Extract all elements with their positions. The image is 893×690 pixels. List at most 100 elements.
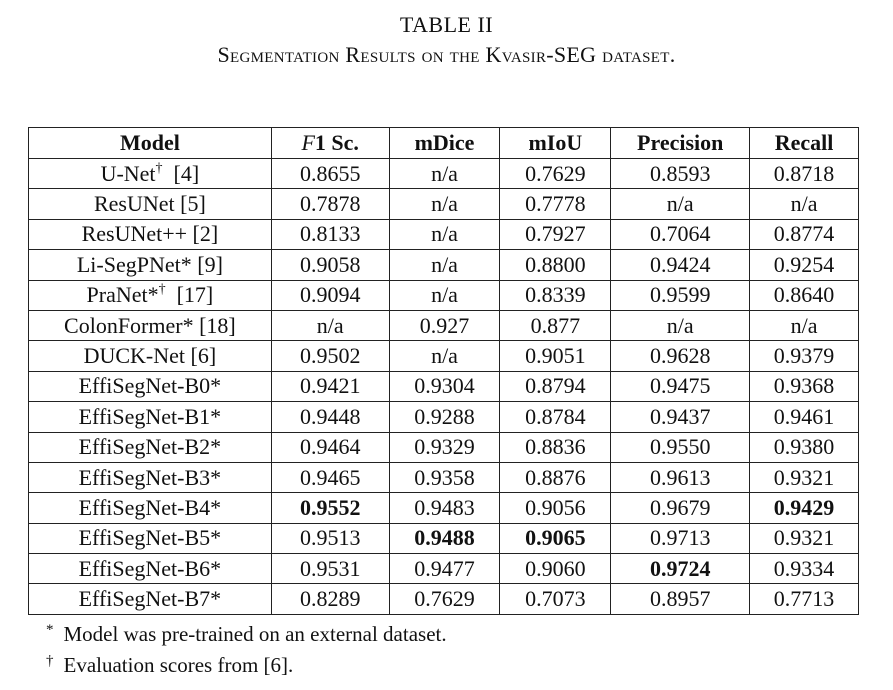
recall-cell: 0.9380 bbox=[749, 431, 859, 463]
miou-cell: 0.7073 bbox=[499, 583, 612, 615]
precision-cell: 0.9613 bbox=[610, 461, 751, 494]
f1-cell: 0.9531 bbox=[270, 553, 390, 585]
model-cell: EffiSegNet-B3* bbox=[28, 461, 272, 494]
precision-cell: 0.9724 bbox=[610, 553, 751, 585]
header-row: Model F1 Sc. mDice mIoU Precision Recall bbox=[28, 127, 859, 159]
precision-cell: 0.9713 bbox=[610, 522, 751, 555]
precision-cell: 0.7064 bbox=[610, 218, 751, 251]
model-reference: [6] bbox=[190, 343, 217, 369]
model-cell: ResUNet [5] bbox=[28, 188, 272, 220]
header-recall: Recall bbox=[749, 127, 859, 159]
mdice-cell: 0.9477 bbox=[388, 553, 501, 585]
miou-cell: 0.7778 bbox=[499, 188, 612, 220]
model-cell: Li-SegPNet* [9] bbox=[28, 249, 272, 281]
recall-cell: 0.9379 bbox=[749, 340, 859, 372]
model-name: ResUNet bbox=[93, 191, 175, 217]
precision-cell: 0.9424 bbox=[610, 249, 751, 281]
mdice-cell: n/a bbox=[388, 279, 501, 311]
miou-cell: 0.8784 bbox=[499, 401, 612, 433]
f1-cell: 0.9094 bbox=[270, 279, 390, 311]
model-reference: [9] bbox=[197, 251, 223, 277]
table-row: EffiSegNet-B1* 0.9448 0.9288 0.8784 0.9437 0.… bbox=[28, 401, 859, 433]
table-title: Segmentation Results on the Kvasir-SEG d… bbox=[217, 42, 676, 67]
f1-cell: 0.9464 bbox=[270, 431, 390, 463]
model-cell: EffiSegNet-B0* bbox=[28, 370, 272, 403]
f1-cell: n/a bbox=[270, 309, 390, 342]
mdice-cell: n/a bbox=[388, 218, 501, 251]
dagger-mark: † bbox=[155, 160, 163, 176]
model-reference: [17] bbox=[176, 282, 214, 308]
table-row: EffiSegNet-B7* 0.8289 0.7629 0.7073 0.8957 0.… bbox=[28, 583, 859, 615]
recall-cell: n/a bbox=[749, 309, 859, 342]
f1-cell: 0.8289 bbox=[270, 583, 390, 615]
recall-cell: 0.9254 bbox=[749, 249, 859, 281]
precision-cell: n/a bbox=[610, 309, 751, 342]
precision-cell: 0.9599 bbox=[610, 279, 751, 311]
recall-cell: n/a bbox=[749, 188, 859, 220]
model-reference: [2] bbox=[192, 221, 219, 247]
f1-cell: 0.7878 bbox=[270, 188, 390, 220]
model-reference: [4] bbox=[173, 160, 200, 186]
mdice-cell: 0.9329 bbox=[388, 431, 501, 463]
mdice-cell: n/a bbox=[388, 157, 501, 190]
footnote-pretrained-text: Model was pre-trained on an external dat… bbox=[63, 622, 447, 646]
table-row: ResUNet [5] 0.7878 n/a 0.7778 n/a n/a bbox=[28, 188, 859, 220]
miou-cell: 0.7927 bbox=[499, 218, 612, 251]
mdice-cell: 0.927 bbox=[388, 309, 501, 342]
header-precision: Precision bbox=[610, 127, 751, 159]
table-row: EffiSegNet-B2* 0.9464 0.9329 0.8836 0.9550 0.… bbox=[28, 431, 859, 463]
footnote-asterisk-symbol: * bbox=[46, 622, 54, 638]
model-name: Li-SegPNet* bbox=[76, 251, 192, 277]
table-row: EffiSegNet-B0* 0.9421 0.9304 0.8794 0.9475 0.… bbox=[28, 370, 859, 403]
f1-cell: 0.9058 bbox=[270, 249, 390, 281]
model-reference: [5] bbox=[180, 191, 206, 217]
recall-cell: 0.9334 bbox=[749, 553, 859, 585]
precision-cell: 0.9550 bbox=[610, 431, 751, 463]
f1-cell: 0.9502 bbox=[270, 340, 390, 372]
model-reference: [18] bbox=[199, 312, 236, 338]
model-name: EffiSegNet-B3* bbox=[78, 464, 222, 490]
model-cell: EffiSegNet-B7* bbox=[28, 583, 272, 615]
table-row: ResUNet++ [2] 0.8133 n/a 0.7927 0.7064 0.8774 bbox=[28, 218, 859, 251]
table-row: Li-SegPNet* [9] 0.9058 n/a 0.8800 0.9424 0.92… bbox=[28, 249, 859, 281]
miou-cell: 0.9056 bbox=[499, 492, 612, 524]
model-cell: EffiSegNet-B5* bbox=[28, 522, 272, 555]
header-miou: mIoU bbox=[499, 127, 612, 159]
model-name: U-Net bbox=[100, 160, 156, 186]
recall-cell: 0.9321 bbox=[749, 522, 859, 555]
table-row: DUCK-Net [6] 0.9502 n/a 0.9051 0.9628 0.9379 bbox=[28, 340, 859, 372]
model-name: EffiSegNet-B2* bbox=[78, 434, 222, 460]
mdice-cell: 0.9288 bbox=[388, 401, 501, 433]
header-f1-symbol: F bbox=[301, 130, 315, 155]
model-cell: DUCK-Net [6] bbox=[28, 340, 272, 372]
precision-cell: 0.9628 bbox=[610, 340, 751, 372]
header-f1-score: F1 Sc. bbox=[270, 127, 390, 159]
f1-cell: 0.9448 bbox=[270, 401, 390, 433]
mdice-cell: 0.9488 bbox=[388, 522, 501, 555]
model-name: EffiSegNet-B0* bbox=[78, 373, 222, 399]
table-row: PraNet*† [17] 0.9094 n/a 0.8339 0.9599 0.8640 bbox=[28, 279, 859, 311]
f1-cell: 0.9421 bbox=[270, 370, 390, 403]
mdice-cell: n/a bbox=[388, 340, 501, 372]
model-cell: ResUNet++ [2] bbox=[28, 218, 272, 251]
model-name: PraNet* bbox=[86, 282, 159, 308]
model-cell: EffiSegNet-B6* bbox=[28, 553, 272, 585]
model-name: EffiSegNet-B4* bbox=[78, 494, 222, 520]
footnote-source: † Evaluation scores from [6]. bbox=[46, 653, 293, 678]
precision-cell: 0.9679 bbox=[610, 492, 751, 524]
table-row: EffiSegNet-B3* 0.9465 0.9358 0.8876 0.9613 0.… bbox=[28, 461, 859, 494]
recall-cell: 0.9321 bbox=[749, 461, 859, 494]
header-model: Model bbox=[28, 127, 272, 159]
precision-cell: 0.8593 bbox=[610, 157, 751, 190]
table-row: EffiSegNet-B5* 0.9513 0.9488 0.9065 0.9713 0.… bbox=[28, 522, 859, 555]
recall-cell: 0.9461 bbox=[749, 401, 859, 433]
recall-cell: 0.8718 bbox=[749, 157, 859, 190]
f1-cell: 0.9552 bbox=[270, 492, 390, 524]
model-cell: ColonFormer* [18] bbox=[28, 309, 272, 342]
precision-cell: 0.9475 bbox=[610, 370, 751, 403]
model-cell: PraNet*† [17] bbox=[28, 279, 272, 311]
miou-cell: 0.7629 bbox=[499, 157, 612, 190]
mdice-cell: n/a bbox=[388, 249, 501, 281]
f1-cell: 0.8133 bbox=[270, 218, 390, 251]
model-cell: U-Net† [4] bbox=[28, 157, 272, 190]
